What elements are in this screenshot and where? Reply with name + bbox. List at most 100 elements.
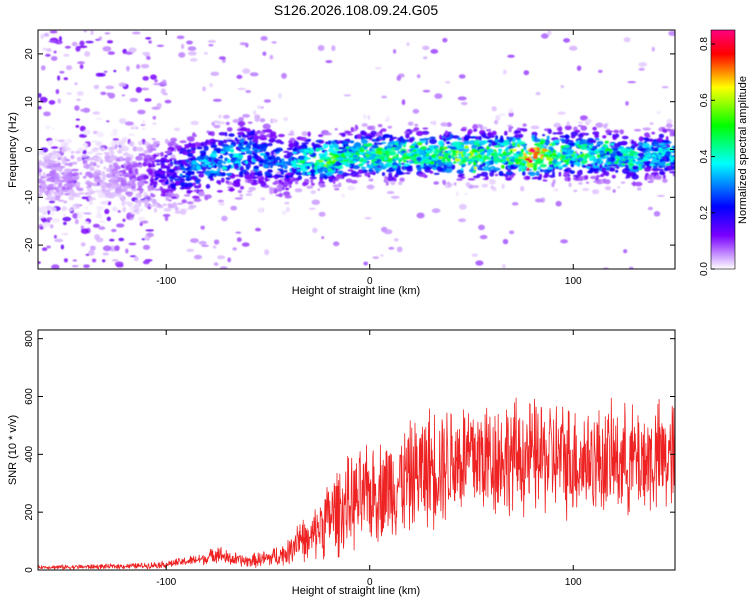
heat-cell: [376, 142, 383, 145]
heat-cell: [143, 150, 150, 154]
heat-cell: [446, 182, 453, 187]
heat-cell: [354, 135, 358, 139]
colorbar-tick-label: 0.8: [699, 37, 710, 51]
heat-cell: [498, 153, 504, 157]
heat-cell: [164, 154, 168, 158]
heat-cell: [260, 197, 266, 201]
heat-cell: [225, 180, 230, 184]
heat-cell: [217, 168, 221, 172]
heat-cell: [595, 144, 601, 147]
heat-cell: [456, 151, 460, 154]
heat-cell: [259, 159, 264, 163]
heat-cell: [625, 101, 629, 106]
heat-cell: [270, 164, 273, 169]
heat-cell: [456, 169, 464, 175]
heat-cell: [68, 162, 73, 167]
heat-cell: [502, 264, 506, 269]
heat-cell: [474, 149, 479, 153]
heat-cell: [542, 148, 548, 152]
heat-cell: [664, 167, 668, 172]
heat-cell: [604, 186, 612, 191]
heat-cell: [128, 133, 135, 137]
snr-panel: -100 0 100 0 200 400 600 800 Height of straigh…: [7, 329, 676, 597]
heat-cell: [442, 146, 449, 150]
heat-cell: [430, 154, 436, 159]
heat-cell: [192, 182, 196, 186]
heat-cell: [241, 242, 250, 247]
heat-cell: [43, 223, 47, 229]
heat-cell: [54, 167, 62, 171]
heat-cell: [464, 193, 468, 196]
heat-cell: [506, 152, 512, 156]
heat-cell: [367, 125, 373, 130]
heat-cell: [539, 169, 544, 173]
heat-cell: [665, 152, 670, 156]
heat-cell: [253, 110, 257, 115]
heat-cell: [416, 130, 424, 136]
heat-cell: [501, 183, 505, 190]
heat-cell: [200, 156, 205, 160]
heat-cell: [362, 161, 365, 165]
heat-cell: [38, 93, 42, 98]
heat-cell: [82, 107, 91, 113]
heat-cell: [301, 131, 308, 137]
heat-cell: [630, 145, 636, 149]
heat-cell: [553, 122, 561, 128]
heat-cell: [528, 159, 533, 163]
heat-cell: [239, 138, 245, 144]
heat-cell: [471, 253, 478, 257]
heat-cell: [352, 154, 359, 158]
heat-cell: [568, 143, 575, 146]
heat-cell: [580, 151, 583, 155]
heat-cell: [442, 37, 448, 43]
heat-cell: [273, 189, 278, 194]
heat-cell: [265, 128, 273, 133]
heat-cell: [498, 170, 504, 176]
heat-cell: [75, 118, 80, 121]
heat-cell: [512, 153, 518, 156]
heat-cell: [198, 173, 205, 178]
heat-cell: [406, 42, 410, 46]
y-tick-label: 400: [24, 446, 35, 463]
heat-cell: [46, 217, 53, 221]
heat-cell: [154, 79, 158, 83]
heat-cell: [176, 176, 182, 179]
heat-cell: [125, 248, 129, 254]
heat-cell: [460, 154, 465, 158]
heat-cell: [87, 129, 91, 133]
heat-cell: [456, 178, 464, 181]
heat-cell: [119, 118, 127, 124]
heat-cell: [186, 201, 194, 205]
heat-cell: [123, 162, 127, 168]
heat-cell: [252, 143, 260, 149]
heat-cell: [129, 207, 136, 211]
heat-cell: [399, 177, 405, 182]
heat-cell: [592, 157, 598, 162]
heat-cell: [543, 155, 548, 157]
heat-cell: [145, 37, 152, 40]
heat-cell: [164, 140, 169, 143]
heat-cell: [623, 249, 628, 254]
heat-cell: [585, 181, 590, 184]
heat-cell: [174, 178, 180, 182]
heat-cell: [217, 163, 223, 169]
heat-cell: [534, 198, 544, 203]
heat-cell: [153, 82, 162, 86]
heat-cell: [118, 237, 125, 242]
heat-cell: [263, 155, 268, 159]
heat-cell: [175, 180, 180, 185]
heat-cell: [388, 246, 395, 250]
heat-cell: [622, 168, 630, 174]
heat-cell: [669, 129, 675, 135]
heat-cell: [168, 159, 173, 162]
heat-cell: [300, 165, 306, 169]
heat-cell: [40, 216, 47, 222]
heat-cell: [102, 46, 112, 52]
heat-cell: [38, 206, 41, 212]
heat-cell: [100, 184, 108, 190]
heat-cell: [629, 163, 635, 166]
heat-cell: [588, 170, 594, 174]
heat-cell: [218, 132, 227, 136]
heat-cell: [216, 147, 222, 154]
heat-cell: [478, 224, 485, 231]
